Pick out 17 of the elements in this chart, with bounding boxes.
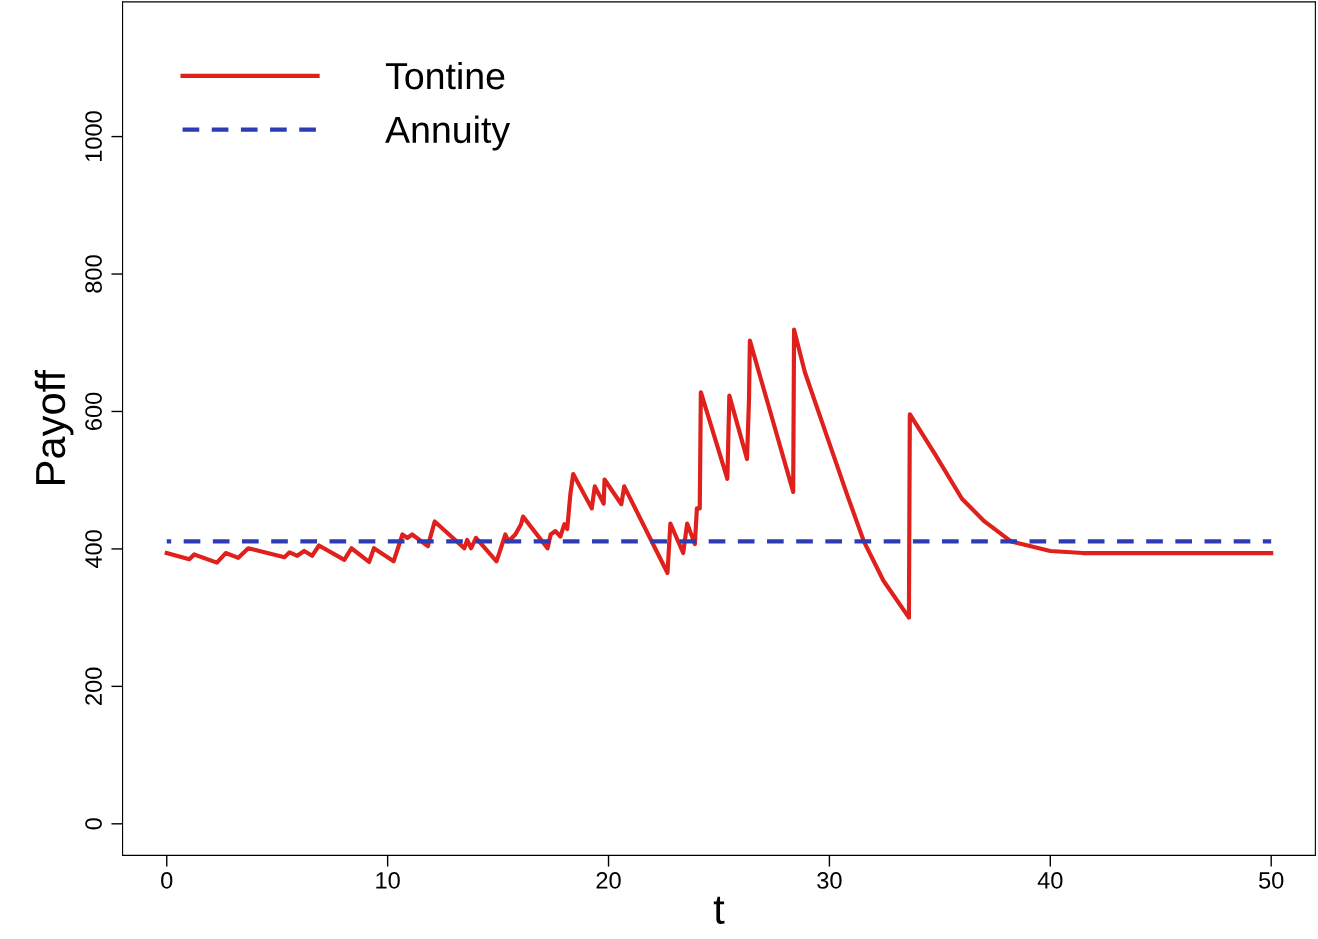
y-tick-label: 200 (85, 667, 102, 705)
line-series (164, 327, 1274, 620)
legend-label: Tontine (385, 61, 505, 90)
y-tick-label: 600 (85, 392, 102, 430)
x-tick-label: 20 (596, 872, 621, 889)
x-tick-label: 50 (1259, 872, 1284, 889)
x-tick-label: 40 (1037, 872, 1063, 889)
y-tick-label: 1000 (85, 111, 102, 162)
x-tick-label: 0 (161, 872, 173, 889)
x-tick-label: 30 (817, 872, 842, 889)
y-tick-label: 0 (85, 818, 102, 830)
y-axis-title: Payoff (34, 369, 74, 484)
x-tick-label: 10 (376, 872, 400, 889)
x-axis-title: t (713, 896, 725, 924)
legend-label: Annuity (385, 115, 511, 151)
y-tick-label: 800 (85, 255, 102, 293)
y-tick-label: 400 (85, 530, 102, 569)
